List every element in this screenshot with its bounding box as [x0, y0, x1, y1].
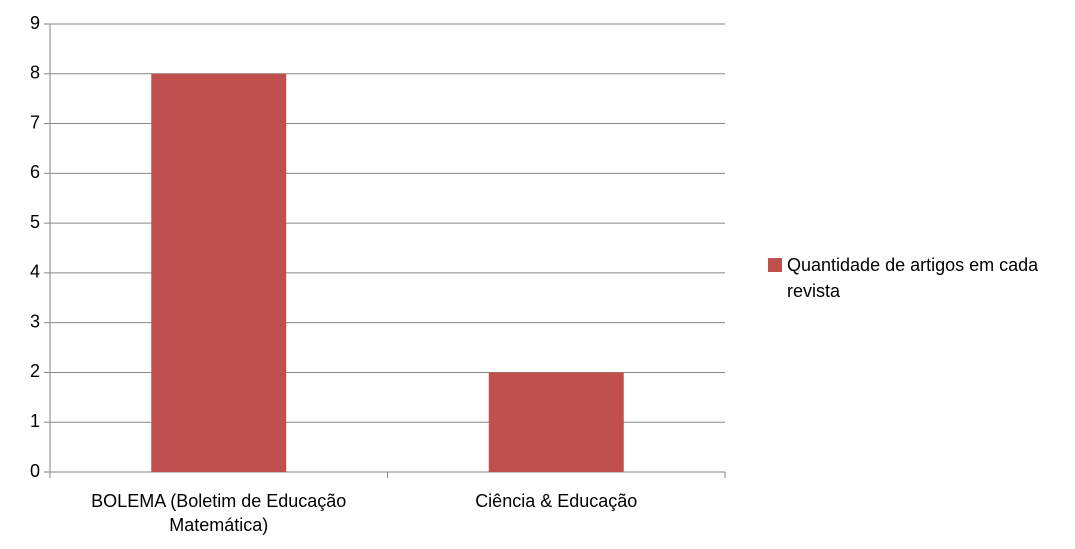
x-tick-label: BOLEMA (Boletim de Educação Matemática): [91, 491, 347, 535]
legend-swatch: [768, 258, 782, 272]
y-tick-label: 9: [30, 13, 40, 33]
bar: [488, 372, 624, 472]
y-tick-label: 7: [30, 112, 40, 132]
y-tick-label: 6: [30, 162, 40, 182]
y-tick-label: 2: [30, 361, 40, 381]
y-tick-label: 3: [30, 311, 40, 331]
bar: [151, 73, 287, 473]
legend: Quantidade de artigos em cada revista: [768, 252, 1068, 304]
y-tick-label: 8: [30, 63, 40, 83]
y-tick-label: 1: [30, 411, 40, 431]
y-tick-label: 4: [30, 262, 40, 282]
x-tick-label: Ciência & Educação: [475, 491, 638, 511]
y-tick-label: 0: [30, 461, 40, 481]
legend-label: Quantidade de artigos em cada revista: [787, 255, 1039, 301]
y-tick-label: 5: [30, 212, 40, 232]
